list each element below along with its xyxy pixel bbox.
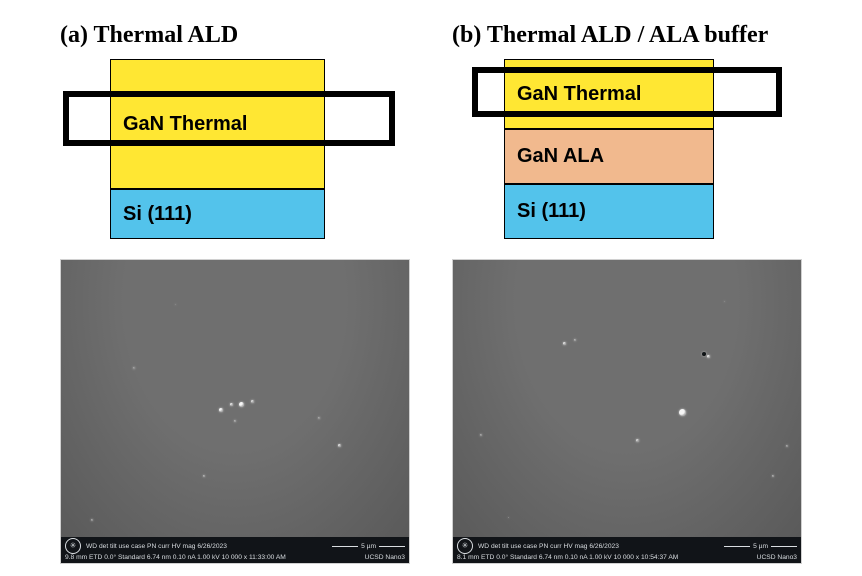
panel-b-sem-lab: UCSD Nano3 bbox=[757, 554, 797, 561]
scale-bar-icon bbox=[724, 546, 750, 547]
sem-speck bbox=[338, 444, 341, 447]
sem-speck bbox=[91, 519, 93, 521]
panel-b-sem-field bbox=[453, 260, 801, 537]
panel-a-sem-lab: UCSD Nano3 bbox=[365, 554, 405, 561]
sem-speck bbox=[318, 417, 320, 419]
sem-logo-icon: ✳ bbox=[457, 538, 473, 554]
sem-speck bbox=[234, 420, 236, 422]
panel-a-title: (a) Thermal ALD bbox=[60, 22, 410, 49]
sem-logo-icon: ✳ bbox=[65, 538, 81, 554]
panel-b-sem-scale: 5 µm bbox=[724, 543, 797, 550]
panel-a-sem-infobar: ✳ WD det tilt use case PN curr HV mag 6/… bbox=[61, 537, 409, 563]
sem-speck bbox=[772, 475, 774, 477]
panel-b-layer-gan-ala-label: GaN ALA bbox=[517, 145, 604, 168]
panel-a-layer-si-111: Si (111) bbox=[110, 189, 325, 239]
panel-b-layer-si-111: Si (111) bbox=[504, 184, 714, 239]
sem-speck bbox=[563, 342, 566, 345]
scale-bar-icon bbox=[332, 546, 358, 547]
scale-bar-icon bbox=[379, 546, 405, 547]
sem-speck bbox=[251, 400, 254, 403]
panel-b-sem-line1: WD det tilt use case PN curr HV mag 6/26… bbox=[478, 543, 619, 550]
panel-b-sem-infobar: ✳ WD det tilt use case PN curr HV mag 6/… bbox=[453, 537, 801, 563]
panel-b-sem-scale-text: 5 µm bbox=[753, 543, 768, 550]
sem-speck bbox=[786, 445, 788, 447]
sem-speck bbox=[679, 409, 686, 416]
panel-b-sem: ✳ WD det tilt use case PN curr HV mag 6/… bbox=[452, 259, 802, 564]
panel-a: (a) Thermal ALD GaN Thermal Si (111) ✳ W… bbox=[60, 22, 410, 564]
panel-b: (b) Thermal ALD / ALA buffer GaN Thermal… bbox=[452, 22, 802, 564]
sem-speck bbox=[230, 403, 233, 406]
panel-b-layer-gan-ala: GaN ALA bbox=[504, 129, 714, 184]
panel-a-sem-scale: 5 µm bbox=[332, 543, 405, 550]
sem-speck bbox=[707, 355, 710, 358]
sem-speck bbox=[219, 408, 223, 412]
panel-a-sem: ✳ WD det tilt use case PN curr HV mag 6/… bbox=[60, 259, 410, 564]
scale-bar-icon bbox=[771, 546, 797, 547]
panel-b-layer-si-111-label: Si (111) bbox=[517, 200, 586, 223]
panel-a-sem-line2: 9.8 mm ETD 0.0° Standard 6.74 nm 0.10 nA… bbox=[65, 554, 286, 561]
figure: (a) Thermal ALD GaN Thermal Si (111) ✳ W… bbox=[0, 0, 862, 576]
sem-speck bbox=[574, 339, 576, 341]
panel-a-sem-line1: WD det tilt use case PN curr HV mag 6/26… bbox=[86, 543, 227, 550]
panel-b-title: (b) Thermal ALD / ALA buffer bbox=[452, 22, 802, 49]
panel-b-highlight bbox=[472, 67, 782, 117]
panel-a-highlight bbox=[63, 91, 395, 146]
sem-speck bbox=[175, 304, 176, 305]
sem-speck bbox=[508, 517, 509, 518]
sem-speck bbox=[203, 475, 205, 477]
sem-speck bbox=[239, 402, 244, 407]
panel-a-sem-scale-text: 5 µm bbox=[361, 543, 376, 550]
sem-speck bbox=[480, 434, 482, 436]
sem-speck bbox=[724, 301, 725, 302]
sem-speck bbox=[636, 439, 639, 442]
panel-a-layer-si-111-label: Si (111) bbox=[123, 203, 192, 226]
panel-b-sem-line2: 8.1 mm ETD 0.0° Standard 6.74 nm 0.10 nA… bbox=[457, 554, 678, 561]
panel-a-stack-area: GaN Thermal Si (111) bbox=[60, 59, 410, 251]
panel-b-stack-area: GaN Thermal GaN ALA Si (111) bbox=[452, 59, 802, 251]
sem-speck bbox=[133, 367, 135, 369]
panel-a-sem-field bbox=[61, 260, 409, 537]
sem-speck bbox=[702, 352, 706, 356]
